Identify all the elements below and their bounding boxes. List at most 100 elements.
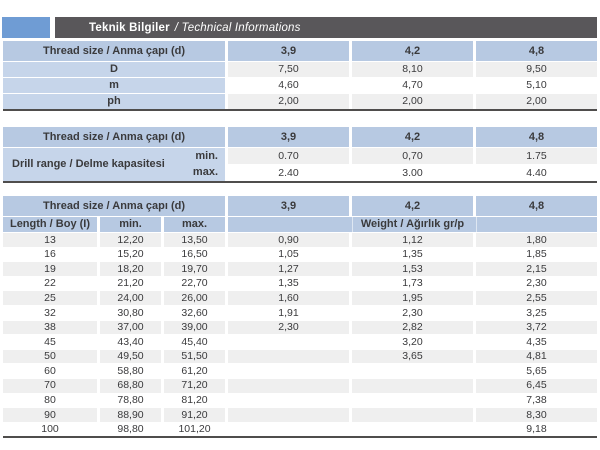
weight-cell: 0,90	[228, 233, 349, 247]
max-cell: 13,50	[164, 233, 225, 247]
weight-cell: 1,95	[352, 291, 473, 305]
max-header: max.	[164, 217, 225, 232]
weight-cell	[352, 422, 473, 437]
value-cell: 2,00	[352, 94, 473, 109]
thread-size-3-9: 3,9	[228, 196, 349, 216]
weight-cell	[228, 335, 349, 349]
weight-cell: 1,85	[476, 247, 597, 262]
length-cell: 100	[3, 422, 97, 437]
thread-size-4-2: 4,2	[352, 196, 473, 216]
length-cell: 50	[3, 349, 97, 364]
min-header: min.	[100, 217, 161, 232]
min-cell: 43,40	[100, 335, 161, 349]
max-cell: 61,20	[164, 364, 225, 378]
length-cell: 13	[3, 233, 97, 247]
row-label: D	[3, 62, 225, 77]
min-cell: 98,80	[100, 422, 161, 437]
weight-cell: 6,45	[476, 378, 597, 393]
thread-size-4-2: 4,2	[352, 127, 473, 147]
max-cell: 51,50	[164, 349, 225, 364]
max-cell: 16,50	[164, 247, 225, 262]
length-cell: 32	[3, 305, 97, 320]
max-cell: 101,20	[164, 422, 225, 437]
weight-cell: 8,30	[476, 408, 597, 422]
min-cell: 12,20	[100, 233, 161, 247]
length-cell: 16	[3, 247, 97, 262]
max-cell: 81,20	[164, 393, 225, 408]
min-cell: 15,20	[100, 247, 161, 262]
table3-header-label: Thread size / Anma çapı (d)	[3, 196, 225, 216]
weight-cell: 2,82	[352, 320, 473, 335]
weight-cell: 4,35	[476, 335, 597, 349]
weight-cell	[228, 364, 349, 378]
weight-cell	[228, 408, 349, 422]
value-cell: 4,60	[228, 78, 349, 93]
dimensions-table: Thread size / Anma çapı (d) 3,9 4,2 4,8 …	[3, 41, 597, 111]
weight-cell: 1,27	[228, 262, 349, 276]
min-cell: 37,00	[100, 320, 161, 335]
value-cell: 4,70	[352, 78, 473, 93]
weight-cell: 1,80	[476, 233, 597, 247]
value-cell: 2.40	[228, 165, 349, 181]
length-weight-table: Thread size / Anma çapı (d) 3,9 4,2 4,8 …	[3, 196, 597, 439]
weight-cell	[352, 378, 473, 393]
weight-cell	[228, 378, 349, 393]
blue-accent-block	[2, 17, 50, 38]
weight-cell: 2,55	[476, 291, 597, 305]
length-cell: 80	[3, 393, 97, 408]
weight-cell	[228, 393, 349, 408]
thread-size-3-9: 3,9	[228, 127, 349, 147]
min-cell: 58,80	[100, 364, 161, 378]
weight-cell: 9,18	[476, 422, 597, 437]
min-cell: 78,80	[100, 393, 161, 408]
weight-cell: 1,73	[352, 276, 473, 291]
value-cell: 9,50	[476, 62, 597, 77]
weight-cell	[228, 349, 349, 364]
weight-cell: 4,81	[476, 349, 597, 364]
weight-cell: 3,72	[476, 320, 597, 335]
thread-size-4-2: 4,2	[352, 41, 473, 61]
max-cell: 45,40	[164, 335, 225, 349]
length-cell: 38	[3, 320, 97, 335]
min-cell: 24,00	[100, 291, 161, 305]
value-cell: 1.75	[476, 148, 597, 164]
max-label: max.	[192, 166, 218, 178]
weight-cell: 3,20	[352, 335, 473, 349]
min-cell: 30,80	[100, 305, 161, 320]
value-cell: 0,70	[352, 148, 473, 164]
section-header: Teknik Bilgiler / Technical Informations	[55, 17, 597, 38]
weight-cell: 3,25	[476, 305, 597, 320]
thread-size-4-8: 4,8	[476, 127, 597, 147]
weight-cell: 2,15	[476, 262, 597, 276]
section-title-english: / Technical Informations	[174, 21, 301, 34]
length-cell: 45	[3, 335, 97, 349]
value-cell: 2,00	[228, 94, 349, 109]
min-cell: 68,80	[100, 378, 161, 393]
value-cell: 0.70	[228, 148, 349, 164]
min-cell: 49,50	[100, 349, 161, 364]
thread-size-3-9: 3,9	[228, 41, 349, 61]
value-cell: 2,00	[476, 94, 597, 109]
section-title-turkish: Teknik Bilgiler	[89, 21, 170, 34]
max-cell: 32,60	[164, 305, 225, 320]
max-cell: 19,70	[164, 262, 225, 276]
thread-size-4-8: 4,8	[476, 196, 597, 216]
value-cell: 7,50	[228, 62, 349, 77]
weight-cell: 1,35	[352, 247, 473, 262]
weight-cell: 2,30	[228, 320, 349, 335]
min-label: min.	[195, 150, 218, 162]
length-cell: 25	[3, 291, 97, 305]
length-cell: 60	[3, 364, 97, 378]
min-cell: 88,90	[100, 408, 161, 422]
length-cell: 70	[3, 378, 97, 393]
weight-cell	[352, 393, 473, 408]
weight-cell	[352, 364, 473, 378]
table2-header-label: Thread size / Anma çapı (d)	[3, 127, 225, 147]
min-max-labels: min. max.	[193, 149, 218, 181]
thread-size-4-8: 4,8	[476, 41, 597, 61]
drill-range-label-cell: Drill range / Delme kapasitesi min. max.	[3, 148, 225, 181]
weight-header: Weight / Ağırlık gr/p	[228, 217, 597, 232]
min-cell: 21,20	[100, 276, 161, 291]
weight-cell: 7,38	[476, 393, 597, 408]
min-cell: 18,20	[100, 262, 161, 276]
